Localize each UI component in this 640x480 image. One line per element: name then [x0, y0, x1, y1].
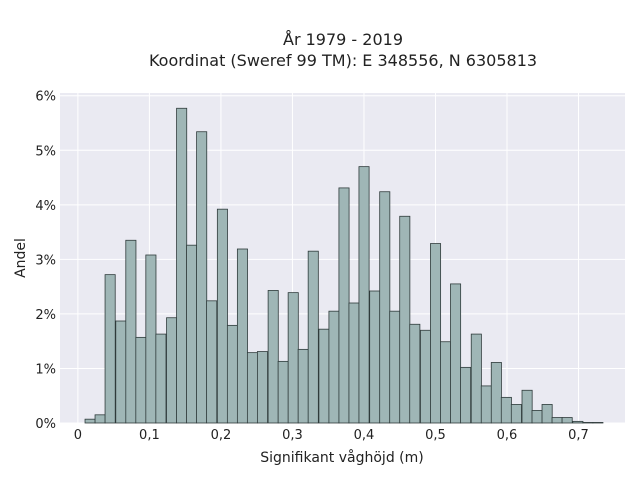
histogram-bar: [420, 329, 432, 424]
histogram-bar: [369, 290, 381, 424]
x-axis-ticks: 0 0,1 0,2 0,3 0,4 0,5 0,6 0,7: [74, 428, 589, 443]
histogram-bar: [236, 248, 248, 424]
histogram-bar: [521, 389, 533, 424]
histogram-bar: [348, 302, 360, 424]
x-tick-label: 0,2: [211, 428, 232, 443]
histogram-bar: [389, 310, 401, 424]
x-tick-label: 0,5: [425, 428, 446, 443]
y-tick-label: 4%: [35, 199, 56, 214]
histogram-bar: [561, 417, 573, 424]
histogram-bar: [541, 404, 553, 424]
x-tick-label: 0,4: [354, 428, 375, 443]
histogram-bar: [125, 239, 137, 424]
histogram-bar: [399, 215, 411, 424]
histogram-bar: [206, 300, 218, 424]
histogram-bar: [226, 324, 238, 424]
histogram-bar: [470, 333, 482, 424]
histogram-bar: [460, 366, 472, 424]
x-tick-label: 0,3: [282, 428, 303, 443]
x-tick-label: 0,1: [139, 428, 160, 443]
y-axis-label: Andel: [13, 238, 29, 278]
histogram-bar: [176, 107, 188, 424]
histogram-bar: [216, 208, 228, 424]
histogram-bar: [287, 292, 299, 424]
histogram-bar: [572, 420, 584, 424]
histogram-bar: [166, 317, 178, 424]
histogram-bar: [135, 336, 147, 424]
x-tick-label: 0,6: [497, 428, 518, 443]
y-tick-label: 5%: [35, 144, 56, 159]
histogram-bar: [318, 328, 330, 424]
histogram-bar: [328, 310, 340, 424]
histogram-bar: [84, 418, 96, 424]
histogram-bar: [246, 352, 258, 424]
histogram-bar: [104, 274, 116, 424]
histogram-bar: [582, 422, 594, 424]
x-tick-label: 0,7: [568, 428, 589, 443]
histogram-bar: [450, 283, 462, 424]
histogram-bar: [115, 320, 127, 424]
histogram-bar: [196, 131, 208, 424]
histogram-bars: [84, 107, 604, 424]
histogram-bar: [480, 385, 492, 424]
histogram-bar: [510, 404, 522, 424]
x-tick-label: 0: [74, 428, 82, 443]
histogram-bar: [500, 396, 512, 424]
x-axis-label: Signifikant våghöjd (m): [260, 449, 423, 466]
histogram-bar: [592, 422, 604, 424]
y-axis-ticks: 0% 1% 2% 3% 4% 5% 6%: [35, 90, 56, 432]
histogram-bar: [430, 243, 442, 424]
histogram-bar: [379, 191, 391, 424]
y-tick-label: 1%: [35, 362, 56, 377]
histogram-bar: [307, 250, 319, 424]
histogram-bar: [531, 410, 543, 424]
chart-title-line-2: Koordinat (Sweref 99 TM): E 348556, N 63…: [149, 51, 537, 70]
histogram-bar: [358, 166, 370, 424]
y-tick-label: 2%: [35, 308, 56, 323]
histogram-bar: [155, 333, 167, 424]
y-tick-label: 0%: [35, 417, 56, 432]
histogram-bar: [440, 341, 452, 424]
histogram-bar: [338, 187, 350, 424]
histogram-bar: [409, 323, 421, 424]
histogram-bar: [490, 362, 502, 424]
chart-title-line-1: År 1979 - 2019: [283, 30, 403, 49]
histogram-bar: [551, 417, 563, 424]
y-tick-label: 3%: [35, 253, 56, 268]
histogram-bar: [256, 351, 268, 424]
histogram-bar: [277, 360, 289, 424]
histogram-bar: [94, 414, 106, 424]
histogram-bar: [186, 244, 198, 424]
histogram-bar: [267, 290, 279, 424]
histogram-bar: [297, 348, 309, 424]
histogram-bar: [145, 254, 157, 424]
y-tick-label: 6%: [35, 90, 56, 105]
